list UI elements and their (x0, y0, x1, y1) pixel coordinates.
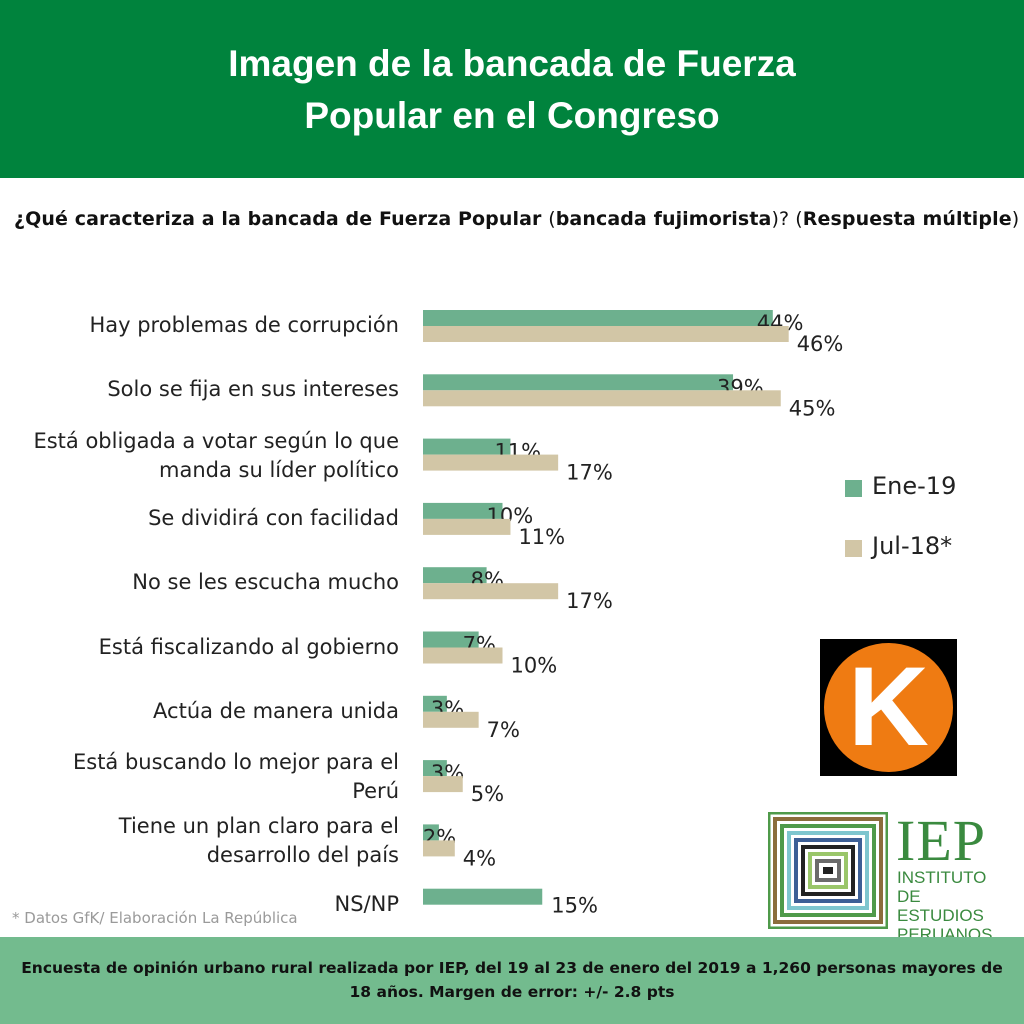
page-title: Imagen de la bancada de Fuerza Popular e… (228, 43, 796, 136)
question-part: ¿Qué caracteriza a la bancada de Fuerza … (14, 208, 549, 230)
bar-jul18 (423, 454, 559, 471)
iep-logo: IEP INSTITUTO DE ESTUDIOS PERUANOS (768, 808, 1013, 944)
data-label: 7% (487, 718, 520, 742)
bar-jul18 (423, 776, 463, 793)
bar-ene19 (423, 310, 773, 326)
category-label: Se dividirá con facilidad (148, 505, 399, 530)
question-part: ( (548, 208, 556, 230)
bar-ene19 (423, 888, 543, 905)
category-label: Está buscando lo mejor para el Perú (72, 750, 399, 804)
category-label: Está fiscalizando al gobierno (98, 634, 399, 659)
k-logo: K (820, 639, 957, 776)
legend-swatch-jul18 (845, 540, 862, 557)
data-label: 17% (566, 461, 613, 485)
category-label: Hay problemas de corrupción (89, 313, 399, 337)
question-part: )? ( (771, 208, 803, 230)
category-label: Tiene un plan claro para el desarrollo d… (118, 814, 399, 868)
data-label: 46% (797, 332, 844, 356)
bar-jul18 (423, 711, 479, 728)
footer-text: Encuesta de opinión urbano rural realiza… (21, 959, 1003, 1001)
category-label: Actúa de manera unida (153, 698, 399, 723)
bar-ene19 (423, 760, 447, 777)
category-label: No se les escucha mucho (132, 570, 399, 595)
iep-pattern-icon (768, 812, 888, 929)
data-label: 5% (471, 782, 504, 806)
data-label: 15% (551, 894, 598, 918)
bar-ene19 (423, 438, 511, 455)
data-label: 11% (518, 525, 565, 549)
bar-jul18 (423, 583, 559, 600)
legend-label-jul18: Jul-18* (872, 532, 953, 560)
legend-swatch-ene19 (845, 480, 862, 497)
question-part: ) (1011, 208, 1020, 230)
bar-jul18 (423, 326, 789, 342)
bar-jul18 (423, 840, 455, 857)
bar-ene19 (423, 824, 439, 841)
bar-ene19 (423, 695, 447, 712)
footer-banner (0, 937, 1024, 1024)
iep-full-name: INSTITUTO DE ESTUDIOS PERUANOS (897, 868, 993, 944)
bar-jul18 (423, 647, 503, 664)
category-label: Solo se fija en sus intereses (107, 377, 399, 402)
bar-ene19 (423, 502, 503, 519)
bar-ene19 (423, 567, 487, 584)
k-logo-circle (824, 643, 953, 772)
bar-ene19 (423, 374, 734, 391)
source-note: * Datos GfK/ Elaboración La República (12, 909, 298, 927)
iep-abbreviation: IEP (896, 808, 986, 873)
question-part: bancada fujimorista (555, 208, 772, 230)
data-label: 4% (463, 846, 496, 870)
legend-label-ene19: Ene-19 (872, 472, 957, 500)
bar-ene19 (423, 631, 479, 648)
category-label: Está obligada a votar según lo que manda… (33, 428, 399, 482)
k-logo-letter: K (848, 644, 929, 769)
bar-jul18 (423, 518, 511, 535)
data-label: 45% (789, 396, 836, 420)
data-label: 17% (566, 589, 613, 613)
header-banner (0, 0, 1024, 178)
question-part: Respuesta múltiple (802, 208, 1012, 230)
category-label: NS/NP (334, 891, 400, 916)
data-label: 10% (511, 654, 558, 678)
question-text: ¿Qué caracteriza a la bancada de Fuerza … (14, 208, 1019, 230)
bar-jul18 (423, 390, 781, 407)
